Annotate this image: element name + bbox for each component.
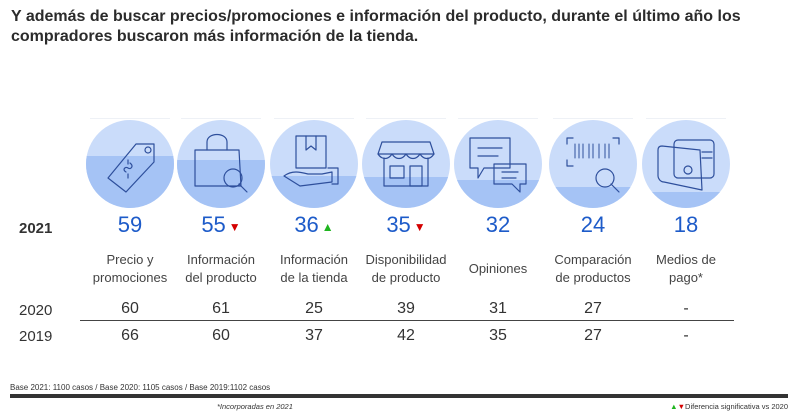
fill-circle (549, 120, 637, 208)
value-2019: 37 (305, 327, 323, 344)
barcode-search-icon (566, 137, 620, 193)
column-separator (553, 118, 633, 119)
column-separator (274, 118, 354, 119)
up-triangle-icon: ▲ (321, 220, 334, 234)
row-label-2019: 2019 (19, 328, 53, 345)
down-triangle-icon: ▼ (228, 220, 241, 234)
value-2021: 24 (547, 213, 639, 237)
column-separator (646, 118, 726, 119)
category-label-line1: Información (187, 252, 255, 267)
value-2021: 32 (452, 213, 544, 237)
value-2021-text: 32 (485, 212, 511, 237)
value-2021: 59 (84, 213, 176, 237)
category-label-line2: de la tienda (280, 270, 348, 285)
category-label-line2: del producto (185, 270, 257, 285)
category-label: Opiniones (444, 250, 552, 288)
value-2021: 36 ▲ (268, 213, 360, 237)
category-label: Disponibilidad de producto (352, 250, 460, 288)
fill-circle (177, 120, 265, 208)
value-2020: 60 (121, 300, 139, 317)
category-label-line1: Precio y (106, 252, 154, 267)
value-2019: 27 (584, 327, 602, 344)
value-2020: 27 (584, 300, 602, 317)
category-label-line2: de productos (555, 270, 631, 285)
page-title: Y además de buscar precios/promociones e… (11, 8, 741, 45)
significance-legend: ▲▼Diferencia significativa vs 2020 (670, 402, 788, 411)
footer-bar (10, 394, 788, 398)
value-2019: 35 (489, 327, 507, 344)
row-label-2020: 2020 (19, 302, 53, 319)
value-2020: 25 (305, 300, 323, 317)
column-separator (90, 118, 170, 119)
value-2021: 55 ▼ (175, 213, 267, 237)
down-triangle-icon: ▼ (677, 402, 686, 411)
value-2019: 60 (212, 327, 230, 344)
category-label: Comparación de productos (539, 250, 647, 288)
column-separator (458, 118, 538, 119)
value-2020: 39 (397, 300, 415, 317)
column-separator (181, 118, 261, 119)
value-2020: - (683, 300, 689, 317)
value-2021-text: 24 (580, 212, 606, 237)
category-label-line2: pago* (669, 270, 703, 285)
fill-level (362, 177, 450, 208)
value-2021-text: 59 (117, 212, 143, 237)
column-separator (366, 118, 446, 119)
shopping-bag-search-icon (194, 133, 248, 193)
fill-level (549, 186, 637, 208)
category-label-line1: Medios de (656, 252, 716, 267)
value-2019: - (683, 327, 689, 344)
up-triangle-icon: ▲ (670, 402, 678, 411)
fill-circle (362, 120, 450, 208)
category-label-line1: Comparación (554, 252, 632, 267)
value-2021: 35 ▼ (360, 213, 452, 237)
category-label: Información de la tienda (260, 250, 368, 288)
category-label-line2: de producto (371, 270, 441, 285)
fill-level (177, 159, 265, 208)
category-label: Medios de pago* (632, 250, 740, 288)
fill-level (86, 156, 174, 208)
base-note: Base 2021: 1100 casos / Base 2020: 1105 … (10, 383, 271, 392)
category-label-line1: Disponibilidad (365, 252, 447, 267)
value-2021-text: 55 (201, 212, 226, 237)
value-2021: 18 (640, 213, 732, 237)
fill-circle (270, 120, 358, 208)
value-2020: 31 (489, 300, 507, 317)
category-label-line1: Opiniones (468, 261, 528, 276)
value-2020: 61 (212, 300, 230, 317)
storefront-icon (377, 141, 435, 187)
category-label-line1: Información (280, 252, 348, 267)
value-2021-text: 35 (386, 212, 411, 237)
price-tag-icon (107, 143, 155, 193)
fill-level (270, 176, 358, 208)
fill-circle (454, 120, 542, 208)
hand-package-icon (283, 135, 339, 187)
fill-circle (86, 120, 174, 208)
down-triangle-icon: ▼ (413, 220, 426, 234)
category-label-line2: promociones (92, 270, 168, 285)
chat-bubbles-icon (469, 137, 527, 193)
category-label: Precio y promociones (76, 250, 184, 288)
legend-text: Diferencia significativa vs 2020 (685, 402, 788, 411)
value-2021-text: 18 (673, 212, 699, 237)
fill-circle (642, 120, 730, 208)
table-divider (80, 320, 734, 321)
value-2021-text: 36 (294, 212, 319, 237)
value-2019: 66 (121, 327, 139, 344)
wallet-icon (657, 139, 715, 191)
incorporated-note: *Incorporadas en 2021 (217, 402, 293, 411)
value-2019: 42 (397, 327, 415, 344)
row-label-2021: 2021 (19, 220, 53, 237)
fill-level (642, 192, 730, 208)
category-label: Información del producto (167, 250, 275, 288)
